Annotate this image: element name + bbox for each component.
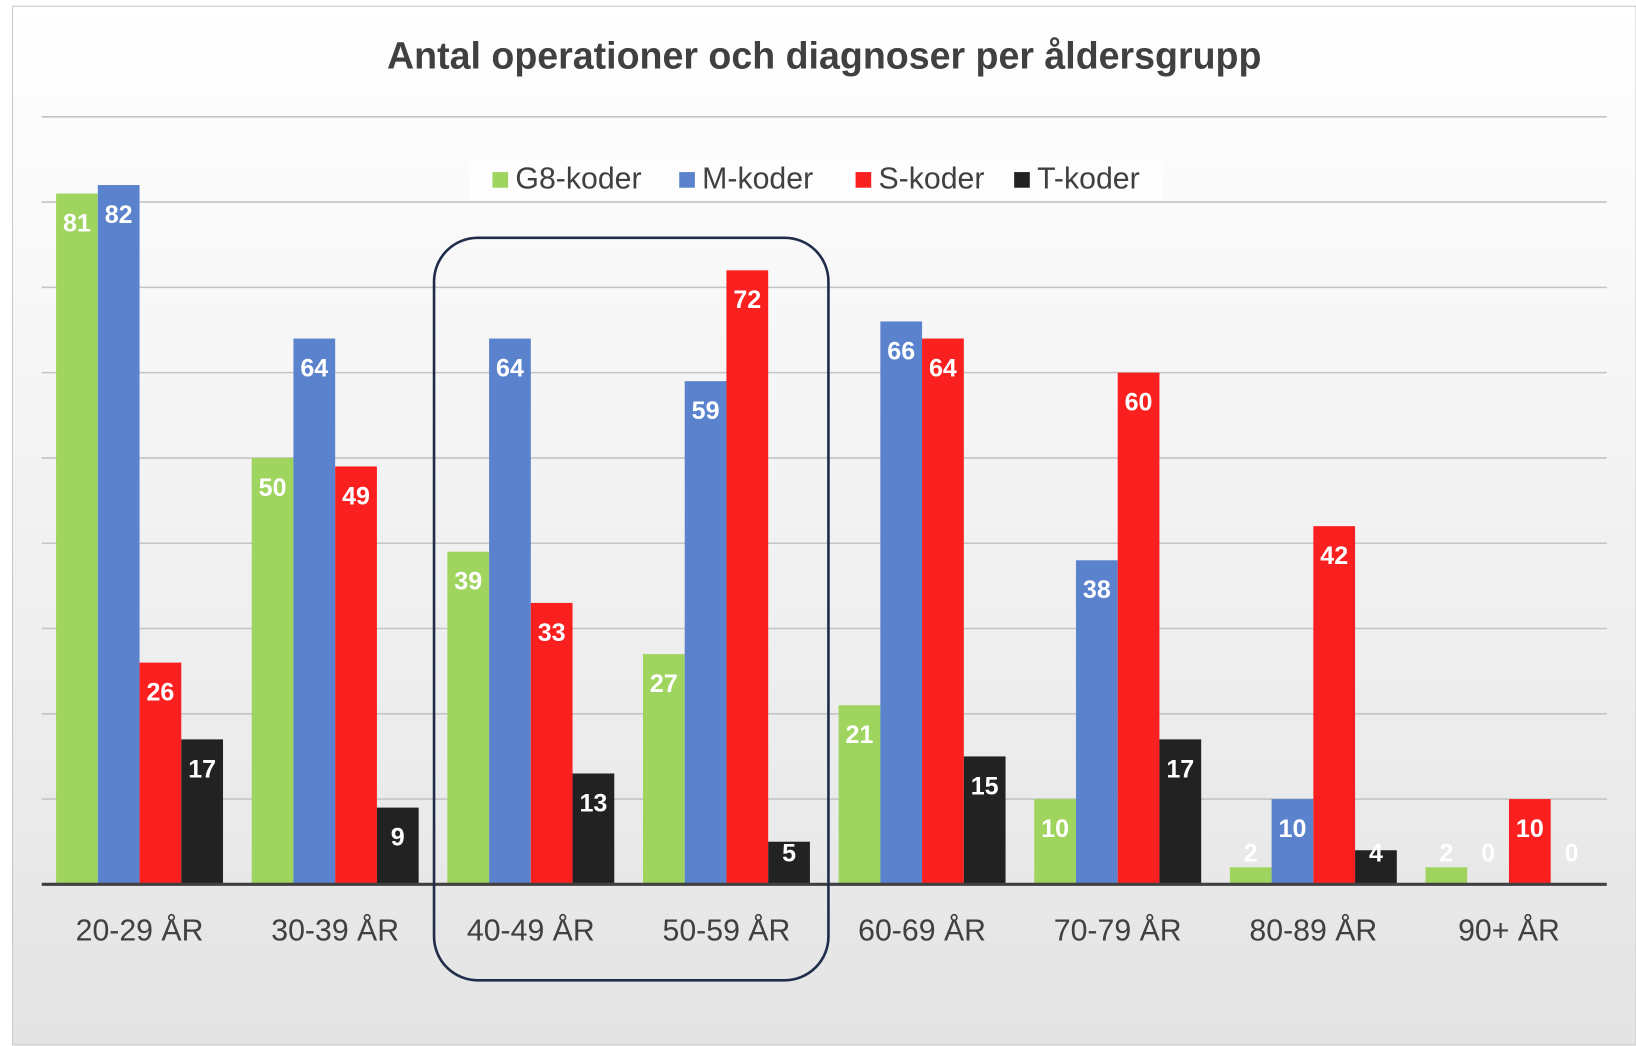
data-label: 27 <box>650 670 678 698</box>
data-label: 26 <box>147 679 175 707</box>
data-label: 2 <box>1439 840 1453 868</box>
data-label: 82 <box>105 201 133 229</box>
data-label: 49 <box>342 482 370 510</box>
data-label: 15 <box>971 772 999 800</box>
data-label: 59 <box>692 397 720 425</box>
data-label: 81 <box>63 209 91 237</box>
data-label: 72 <box>733 286 761 314</box>
data-label: 64 <box>496 354 524 382</box>
bar <box>880 321 923 885</box>
bar <box>1508 799 1551 885</box>
bar <box>251 457 294 885</box>
data-label: 50 <box>259 474 287 502</box>
x-tick-label: 50-59 ÅR <box>663 914 791 947</box>
data-label: 21 <box>846 721 874 749</box>
legend-swatch <box>679 172 695 188</box>
data-label: 0 <box>1565 840 1579 868</box>
chart-title: Antal operationer och diagnoser per ålde… <box>387 34 1261 76</box>
bar <box>1034 799 1076 885</box>
bar <box>293 338 336 885</box>
data-label: 66 <box>887 337 915 365</box>
bar <box>572 773 615 885</box>
bar <box>530 602 573 885</box>
x-tick-label: 20-29 ÅR <box>76 914 204 947</box>
bar <box>1313 526 1356 885</box>
legend-swatch <box>1014 172 1030 188</box>
bar <box>726 270 769 885</box>
data-label: 0 <box>1481 840 1495 868</box>
data-label: 39 <box>454 568 482 596</box>
legend-label: M-koder <box>702 162 813 195</box>
bar <box>922 338 964 885</box>
data-label: 38 <box>1083 576 1111 604</box>
bar <box>447 551 490 885</box>
bar <box>97 185 140 885</box>
data-label: 9 <box>391 823 405 851</box>
bar <box>376 807 419 885</box>
bar <box>1355 850 1397 885</box>
data-label: 10 <box>1041 815 1069 843</box>
bar <box>963 756 1006 885</box>
data-label: 17 <box>1166 755 1194 783</box>
data-label: 10 <box>1516 815 1544 843</box>
x-tick-label: 60-69 ÅR <box>858 914 986 947</box>
bar <box>1159 739 1202 885</box>
data-label: 5 <box>782 840 796 868</box>
data-label: 42 <box>1320 542 1348 570</box>
legend-label: G8-koder <box>515 162 641 195</box>
x-tick-label: 90+ ÅR <box>1458 914 1560 947</box>
bar <box>1229 867 1272 885</box>
legend-label: S-koder <box>879 162 985 195</box>
data-label: 10 <box>1279 815 1307 843</box>
data-label: 2 <box>1244 840 1258 868</box>
bar <box>56 193 98 885</box>
x-tick-label: 70-79 ÅR <box>1054 914 1182 947</box>
data-label: 17 <box>188 755 216 783</box>
bar <box>1271 799 1314 885</box>
bar <box>1075 560 1118 885</box>
data-label: 33 <box>538 619 566 647</box>
data-label: 64 <box>929 354 957 382</box>
bar <box>489 338 531 885</box>
data-label: 64 <box>300 354 328 382</box>
bar <box>1117 372 1160 885</box>
bar <box>642 654 685 885</box>
legend-swatch <box>492 172 509 188</box>
x-tick-label: 30-39 ÅR <box>271 914 399 947</box>
bar <box>1425 867 1468 885</box>
bar <box>684 381 727 885</box>
data-label: 13 <box>579 789 607 817</box>
bar <box>838 705 881 885</box>
data-label: 4 <box>1369 840 1383 868</box>
legend-swatch <box>855 172 872 188</box>
x-tick-label: 80-89 ÅR <box>1249 914 1377 947</box>
data-label: 60 <box>1125 389 1153 417</box>
legend-label: T-koder <box>1037 162 1140 195</box>
legend-background <box>469 158 1163 201</box>
bar <box>335 466 377 885</box>
highlight-box <box>432 236 830 982</box>
x-tick-label: 40-49 ÅR <box>467 914 595 947</box>
bar <box>139 662 182 885</box>
bar <box>181 739 224 885</box>
bar <box>768 841 810 885</box>
